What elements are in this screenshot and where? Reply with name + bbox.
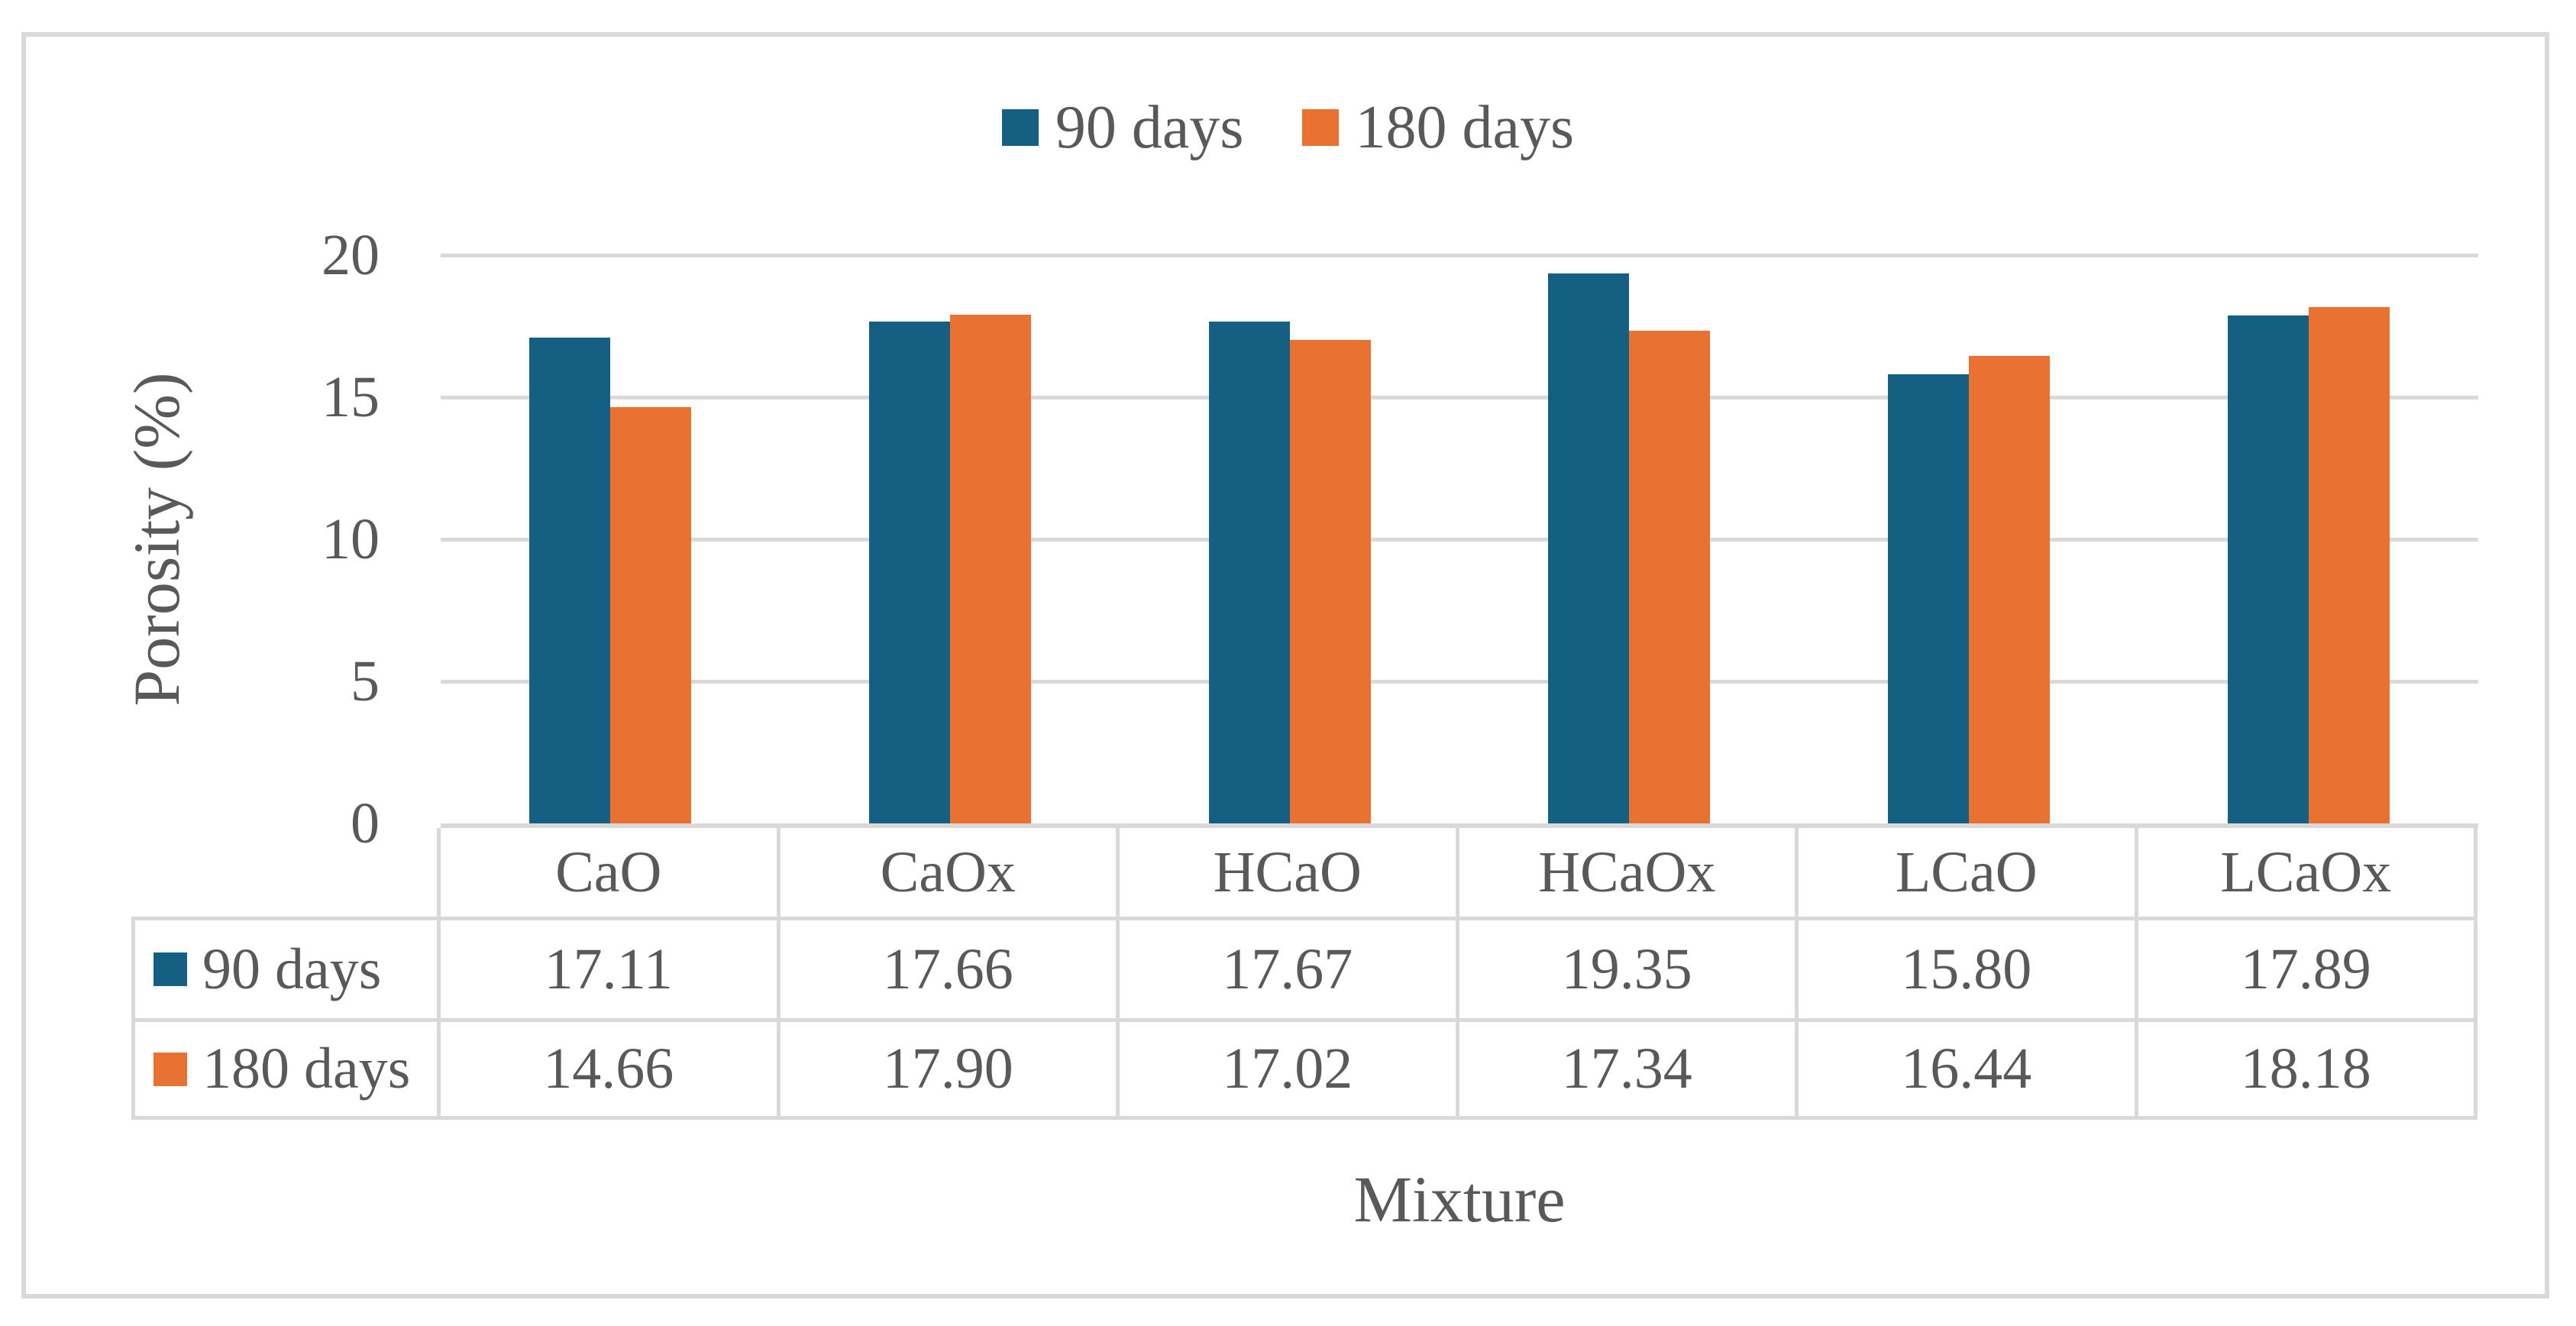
chart-legend: 90 days 180 days bbox=[0, 90, 2576, 165]
gridline-10 bbox=[441, 538, 2478, 542]
x-axis-title: Mixture bbox=[1353, 1163, 1566, 1236]
table-swatch-180-days-icon bbox=[154, 1052, 187, 1086]
bar-90-days-hcao bbox=[1208, 321, 1290, 823]
table-corner-cell bbox=[131, 828, 441, 920]
table-header-caox: CaOx bbox=[780, 828, 1120, 920]
y-tick-label-15: 15 bbox=[322, 365, 380, 429]
table-header-lcao: LCaO bbox=[1799, 828, 2138, 920]
bar-90-days-lcaox bbox=[2227, 315, 2309, 823]
legend-label-180-days: 180 days bbox=[1355, 94, 1575, 161]
y-tick-label-0: 0 bbox=[351, 791, 380, 855]
bar-90-days-cao bbox=[529, 337, 611, 823]
bar-180-days-lcaox bbox=[2308, 306, 2390, 823]
plot-area bbox=[441, 254, 2478, 823]
table-cell-90-days-hcaox: 19.35 bbox=[1459, 920, 1799, 1022]
bar-180-days-hcao bbox=[1289, 339, 1371, 823]
table-row-label-text-180-days: 180 days bbox=[202, 1037, 411, 1101]
data-table: CaO CaOx HCaO HCaOx LCaO LCaOx 90 days 17.11 17.… bbox=[131, 828, 2477, 1120]
bar-180-days-cao bbox=[610, 406, 692, 823]
bar-90-days-caox bbox=[869, 322, 950, 823]
table-cell-90-days-caox: 17.66 bbox=[780, 920, 1120, 1022]
table-cell-90-days-cao: 17.11 bbox=[441, 920, 781, 1022]
table-cell-180-days-hcaox: 17.34 bbox=[1459, 1022, 1799, 1120]
y-tick-label-20: 20 bbox=[322, 223, 380, 287]
bar-180-days-caox bbox=[950, 315, 1031, 823]
y-tick-label-5: 5 bbox=[351, 649, 380, 713]
table-cell-90-days-lcao: 15.80 bbox=[1799, 920, 2138, 1022]
figure-border-frame bbox=[21, 32, 2549, 1299]
table-header-hcaox: HCaOx bbox=[1459, 828, 1799, 920]
legend-swatch-90-days-icon bbox=[1001, 109, 1039, 146]
gridline-20 bbox=[441, 254, 2478, 257]
x-axis-line bbox=[441, 823, 2478, 828]
table-row-label-text-90-days: 90 days bbox=[202, 936, 382, 1001]
table-header-hcao: HCaO bbox=[1120, 828, 1459, 920]
gridline-5 bbox=[441, 680, 2478, 684]
legend-label-90-days: 90 days bbox=[1055, 94, 1244, 161]
table-cell-90-days-lcaox: 17.89 bbox=[2138, 920, 2477, 1022]
bar-90-days-hcaox bbox=[1548, 273, 1630, 823]
table-cell-180-days-hcao: 17.02 bbox=[1120, 1022, 1459, 1120]
table-cell-180-days-lcaox: 18.18 bbox=[2138, 1022, 2477, 1120]
table-header-lcaox: LCaOx bbox=[2138, 828, 2477, 920]
table-swatch-90-days-icon bbox=[154, 952, 187, 986]
bar-90-days-lcao bbox=[1888, 374, 1969, 823]
table-cell-90-days-hcao: 17.67 bbox=[1120, 920, 1459, 1022]
legend-item-90-days: 90 days bbox=[1001, 90, 1244, 165]
table-row-label-90-days: 90 days bbox=[131, 920, 441, 1022]
y-tick-label-10: 10 bbox=[322, 507, 380, 571]
bar-180-days-lcao bbox=[1969, 356, 2050, 823]
legend-swatch-180-days-icon bbox=[1301, 109, 1339, 146]
table-row-label-180-days: 180 days bbox=[131, 1022, 441, 1120]
table-header-cao: CaO bbox=[441, 828, 781, 920]
table-cell-180-days-lcao: 16.44 bbox=[1799, 1022, 2138, 1120]
bar-180-days-hcaox bbox=[1629, 331, 1711, 823]
gridline-15 bbox=[441, 396, 2478, 399]
legend-item-180-days: 180 days bbox=[1301, 90, 1575, 165]
table-cell-180-days-caox: 17.90 bbox=[780, 1022, 1120, 1120]
table-cell-180-days-cao: 14.66 bbox=[441, 1022, 781, 1120]
